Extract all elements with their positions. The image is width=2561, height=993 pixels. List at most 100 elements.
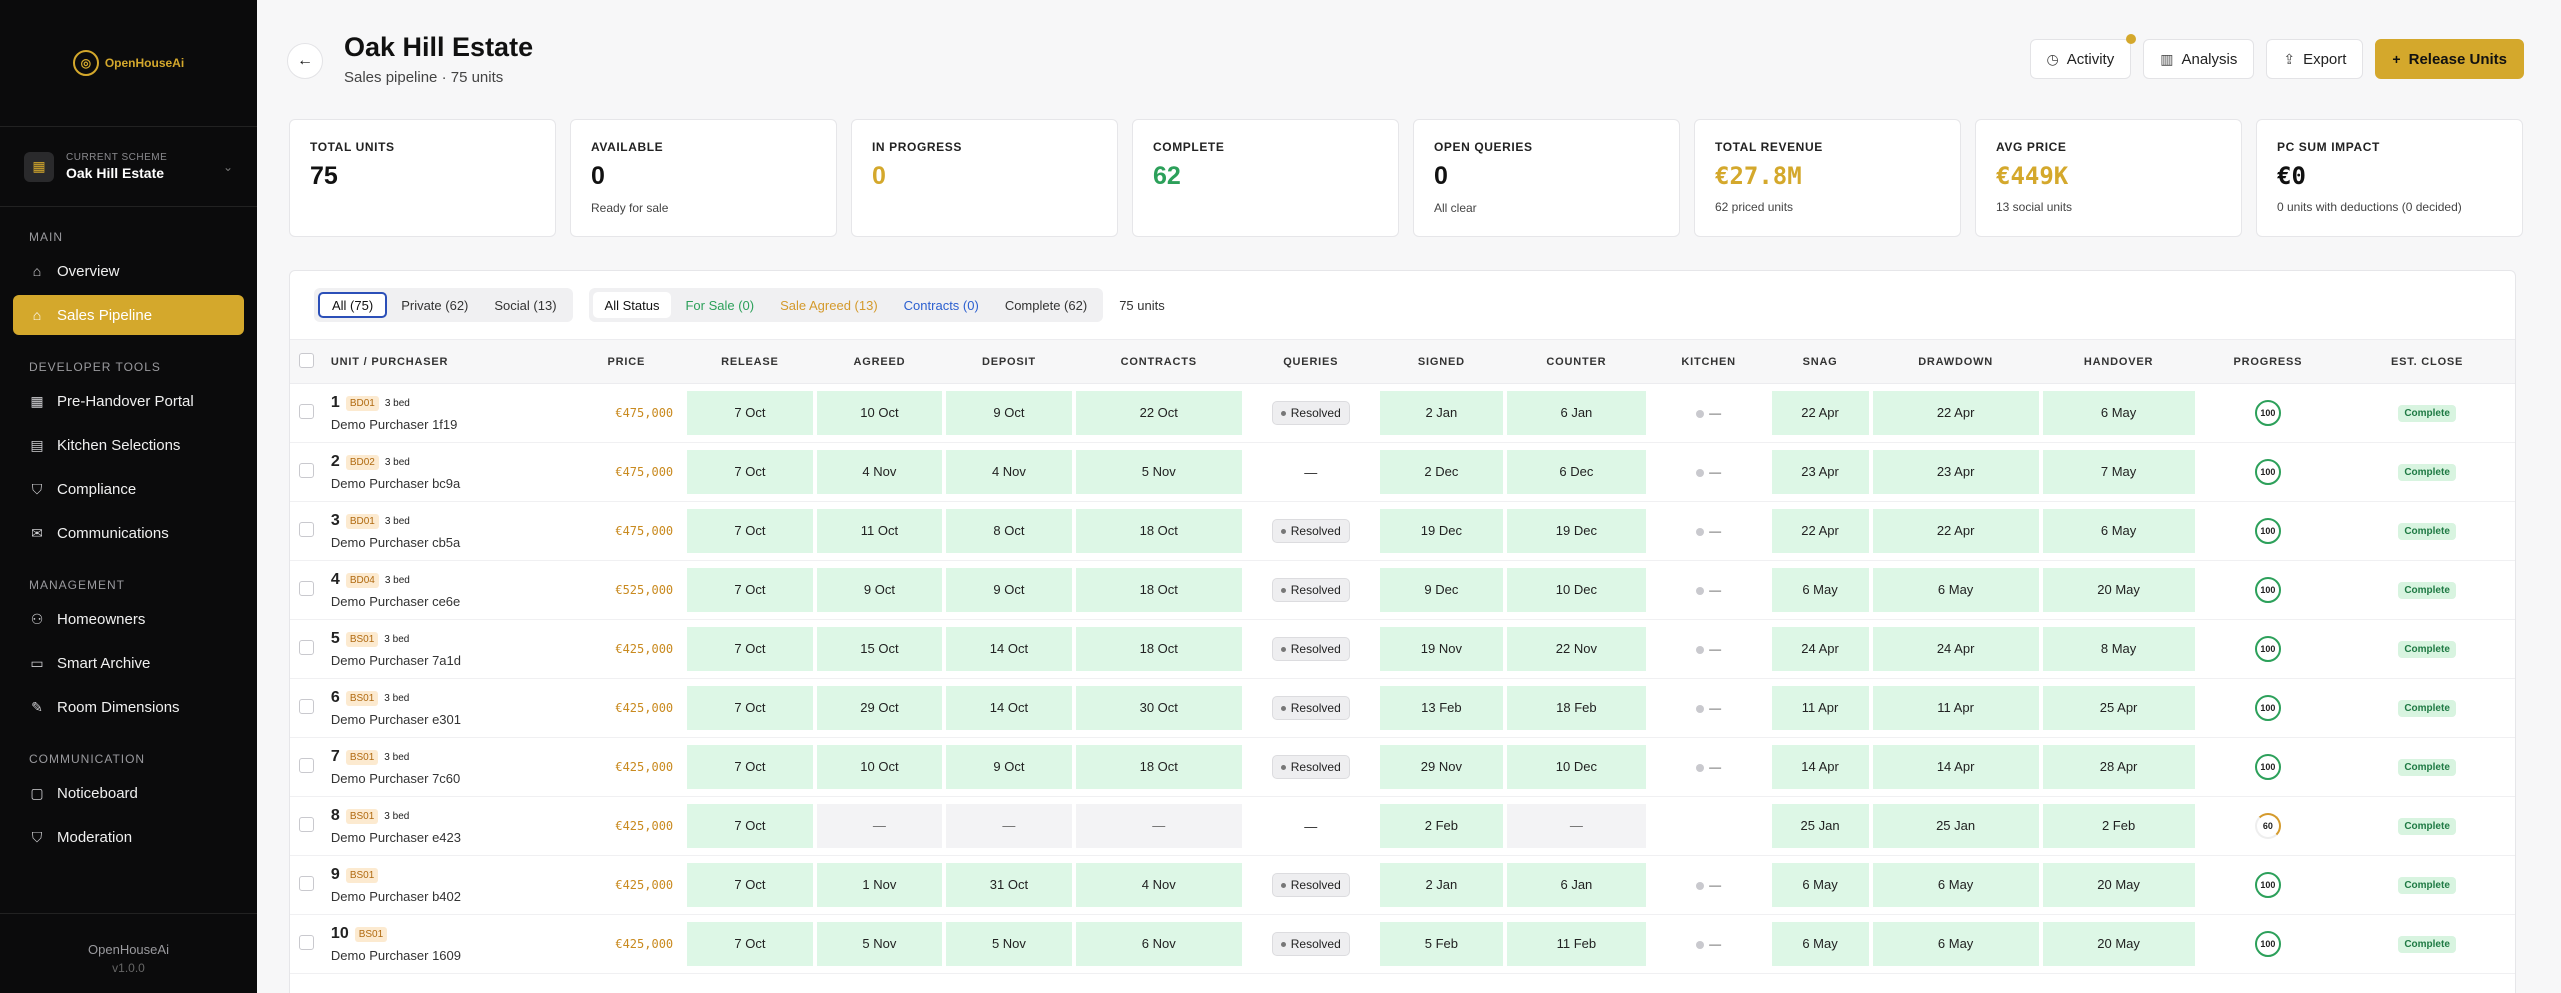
column-header[interactable]: HANDOVER [2040, 339, 2197, 384]
contracts-cell[interactable]: 18 Oct [1073, 561, 1244, 620]
release-cell[interactable]: 7 Oct [685, 561, 815, 620]
handover-cell[interactable]: 20 May [2040, 856, 2197, 915]
release-cell[interactable]: 7 Oct [685, 679, 815, 738]
agreed-cell[interactable]: 15 Oct [814, 620, 945, 679]
row-checkbox[interactable] [298, 758, 314, 773]
kitchen-cell[interactable] [1648, 974, 1770, 993]
column-header[interactable]: DEPOSIT [944, 339, 1074, 384]
counter-cell[interactable]: 19 Dec [1505, 502, 1648, 561]
unit-number[interactable]: 4 [330, 571, 340, 588]
kitchen-cell[interactable] [1647, 797, 1770, 856]
snag-cell[interactable]: 23 Apr [1769, 443, 1871, 502]
unit-number[interactable]: 7 [330, 748, 340, 765]
sidebar-item-sales-pipeline[interactable]: ⌂ Sales Pipeline [13, 295, 244, 335]
signed-cell[interactable]: 2 Feb [1377, 797, 1506, 856]
contracts-cell[interactable]: 4 Nov [1073, 856, 1244, 915]
unit-number[interactable]: 3 [330, 512, 340, 529]
counter-cell[interactable] [1505, 974, 1648, 993]
snag-cell[interactable]: 6 May [1769, 856, 1871, 915]
agreed-cell[interactable]: — [814, 797, 945, 856]
contracts-cell[interactable]: 5 Nov [1073, 443, 1244, 502]
column-header[interactable]: COUNTER [1505, 339, 1648, 384]
counter-cell[interactable]: 22 Nov [1505, 620, 1648, 679]
queries-cell[interactable] [1244, 974, 1378, 993]
export-button[interactable]: ⇪ Export [2266, 39, 2364, 79]
handover-cell[interactable]: 20 May [2040, 561, 2197, 620]
unit-number[interactable]: 5 [330, 630, 340, 647]
table-row[interactable]: 1 BD01 3 bed Demo Purchaser 1f19 €475,000 7 O… [290, 384, 2515, 443]
filter-complete-62[interactable]: Complete (62) [1004, 297, 1088, 313]
release-cell[interactable]: 7 Oct [685, 738, 815, 797]
column-header[interactable]: PRICE [547, 339, 686, 384]
snag-cell[interactable]: 11 Apr [1769, 679, 1871, 738]
snag-cell[interactable]: 25 Jan [1769, 797, 1871, 856]
queries-cell[interactable]: Resolved [1243, 502, 1378, 561]
deposit-cell[interactable]: — [944, 797, 1074, 856]
release-cell[interactable]: 7 Oct [685, 443, 815, 502]
filter-all-status[interactable]: All Status [592, 292, 672, 318]
filter-private-62[interactable]: Private (62) [401, 297, 469, 313]
kitchen-cell[interactable]: — [1647, 620, 1770, 679]
queries-cell[interactable]: Resolved [1243, 915, 1378, 974]
table-row[interactable]: 4 BD04 3 bed Demo Purchaser ce6e €525,000 7 O… [290, 561, 2515, 620]
signed-cell[interactable] [1378, 974, 1505, 993]
agreed-cell[interactable]: 11 Oct [814, 502, 945, 561]
handover-cell[interactable]: 28 Apr [2040, 738, 2197, 797]
column-header[interactable]: KITCHEN [1647, 339, 1770, 384]
row-checkbox[interactable] [298, 640, 314, 655]
column-header[interactable]: SIGNED [1377, 339, 1506, 384]
counter-cell[interactable]: 10 Dec [1505, 561, 1648, 620]
unit-number[interactable]: 6 [330, 689, 340, 706]
table-row[interactable]: 9 BS01 Demo Purchaser b402 €425,000 7 Oct 1 N… [290, 856, 2515, 915]
table-row[interactable]: 7 BS01 3 bed Demo Purchaser 7c60 €425,000 7 O… [290, 738, 2515, 797]
counter-cell[interactable]: 6 Jan [1505, 384, 1648, 443]
release-units-button[interactable]: + Release Units [2375, 39, 2524, 79]
handover-cell[interactable]: 20 May [2040, 915, 2197, 974]
row-checkbox[interactable] [298, 699, 314, 714]
drawdown-cell[interactable]: 24 Apr [1870, 620, 2041, 679]
kitchen-cell[interactable]: — [1647, 384, 1770, 443]
snag-cell[interactable]: 6 May [1769, 561, 1871, 620]
sidebar-item-communications[interactable]: ✉ Communications [13, 513, 244, 553]
drawdown-cell[interactable]: 23 Apr [1870, 443, 2041, 502]
row-checkbox[interactable] [298, 817, 314, 832]
analysis-button[interactable]: ▥ Analysis [2143, 39, 2255, 79]
queries-cell[interactable]: Resolved [1243, 384, 1378, 443]
unit-number[interactable]: 9 [330, 866, 340, 883]
snag-cell[interactable]: 22 Apr [1769, 502, 1871, 561]
deposit-cell[interactable]: 9 Oct [944, 561, 1074, 620]
handover-cell[interactable]: 2 Feb [2040, 797, 2197, 856]
logo[interactable]: ◎ OpenHouseAi [0, 0, 257, 127]
column-header[interactable]: EST. CLOSE [2339, 339, 2515, 384]
column-header[interactable]: RELEASE [685, 339, 815, 384]
signed-cell[interactable]: 9 Dec [1377, 561, 1506, 620]
table-row[interactable]: 6 BS01 3 bed Demo Purchaser e301 €425,000 7 O… [290, 679, 2515, 738]
sidebar-item-smart-archive[interactable]: ▭ Smart Archive [13, 643, 244, 683]
agreed-cell[interactable]: 1 Nov [814, 856, 945, 915]
kitchen-cell[interactable]: — [1647, 443, 1770, 502]
deposit-cell[interactable]: 8 Oct [944, 502, 1074, 561]
contracts-cell[interactable]: 6 Nov [1073, 915, 1244, 974]
signed-cell[interactable]: 2 Jan [1377, 856, 1506, 915]
agreed-cell[interactable]: 5 Nov [814, 915, 945, 974]
row-checkbox[interactable] [298, 463, 314, 478]
handover-cell[interactable]: 6 May [2040, 384, 2197, 443]
deposit-cell[interactable]: 5 Nov [944, 915, 1074, 974]
sidebar-item-noticeboard[interactable]: ▢ Noticeboard [13, 773, 244, 813]
kitchen-cell[interactable]: — [1647, 561, 1770, 620]
signed-cell[interactable]: 5 Feb [1377, 915, 1506, 974]
counter-cell[interactable]: 10 Dec [1505, 738, 1648, 797]
sidebar-item-pre-handover-portal[interactable]: ▦ Pre-Handover Portal [13, 381, 244, 421]
unit-number[interactable]: 8 [330, 807, 340, 824]
kitchen-cell[interactable]: — [1647, 502, 1770, 561]
activity-button[interactable]: ◷ Activity [2029, 34, 2137, 79]
agreed-cell[interactable]: 10 Oct [814, 384, 945, 443]
row-checkbox[interactable] [298, 876, 314, 891]
contracts-cell[interactable]: 22 Oct [1073, 384, 1244, 443]
kitchen-cell[interactable]: — [1647, 679, 1770, 738]
signed-cell[interactable]: 19 Nov [1377, 620, 1506, 679]
contracts-cell[interactable]: 18 Oct [1073, 620, 1244, 679]
drawdown-cell[interactable]: 6 May [1870, 915, 2041, 974]
counter-cell[interactable]: 18 Feb [1505, 679, 1648, 738]
drawdown-cell[interactable]: 6 May [1870, 561, 2041, 620]
